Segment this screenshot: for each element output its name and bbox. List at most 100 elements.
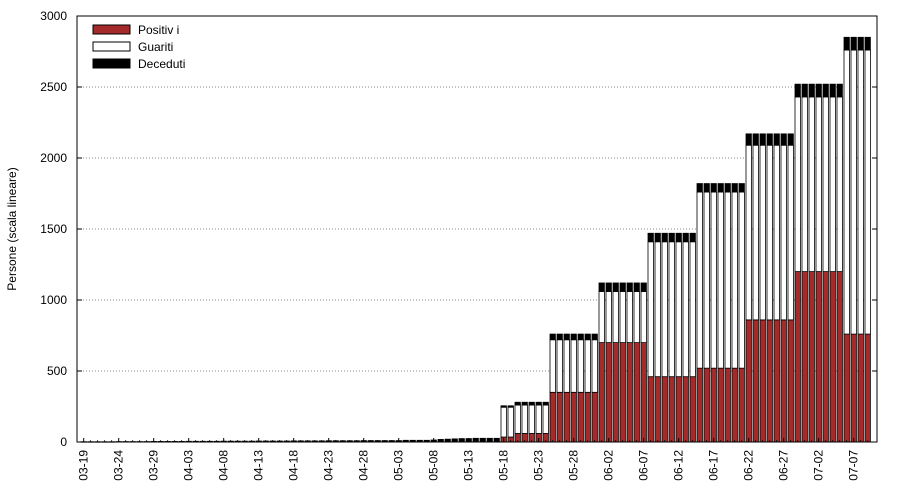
bar-deceduti	[794, 83, 801, 98]
bar-deceduti	[780, 133, 787, 146]
x-tick-label: 06-17	[707, 450, 721, 481]
x-tick-label: 05-08	[427, 450, 441, 481]
bar-guariti	[521, 404, 528, 434]
bar-deceduti	[577, 333, 584, 341]
bar-positiv-i	[584, 391, 591, 443]
bar-deceduti	[612, 282, 619, 292]
x-axis: 03-19 03-24 03-29 04-03 04-08 04-13 04-18 04-23…	[77, 438, 869, 481]
bar-deceduti	[689, 232, 696, 243]
y-tick-label: 1500	[40, 222, 67, 236]
bar-positiv-i	[619, 342, 626, 443]
bar-deceduti	[591, 333, 598, 341]
bar-deceduti	[864, 36, 871, 51]
x-tick-label: 07-07	[847, 450, 861, 481]
x-tick-label: 06-12	[672, 450, 686, 481]
bar-guariti	[591, 339, 598, 393]
x-tick-label: 05-18	[497, 450, 511, 481]
legend-swatch	[92, 24, 131, 35]
bar-deceduti	[535, 401, 542, 406]
bar-guariti	[864, 49, 871, 335]
bar-positiv-i	[864, 333, 871, 443]
x-tick-label: 05-13	[462, 450, 476, 481]
bar-guariti	[773, 144, 780, 321]
bar-deceduti	[528, 401, 535, 406]
y-tick-label: 2000	[40, 151, 67, 165]
bar-positiv-i	[703, 367, 710, 443]
bar-guariti	[584, 339, 591, 393]
bar-guariti	[563, 339, 570, 393]
y-tick-label: 1000	[40, 293, 67, 307]
bar-positiv-i	[759, 319, 766, 443]
x-tick-label: 06-07	[637, 450, 651, 481]
bar-positiv-i	[724, 367, 731, 443]
bar-deceduti	[724, 183, 731, 193]
bar-guariti	[724, 191, 731, 369]
y-axis: 0 500 1000 1500 2000 2500 3000	[40, 9, 877, 449]
bar-positiv-i	[710, 367, 717, 443]
bar-guariti	[605, 291, 612, 344]
x-tick-label: 04-18	[287, 450, 301, 481]
bar-deceduti	[787, 133, 794, 146]
bar-deceduti	[731, 183, 738, 193]
bar-deceduti	[507, 405, 514, 408]
bar-guariti	[752, 144, 759, 321]
bar-deceduti	[626, 282, 633, 292]
bar-positiv-i	[773, 319, 780, 443]
bar-guariti	[549, 339, 556, 393]
bar-guariti	[738, 191, 745, 369]
bar-positiv-i	[738, 367, 745, 443]
bar-positiv-i	[647, 376, 654, 443]
bar-deceduti	[745, 133, 752, 146]
bar-positiv-i	[822, 271, 829, 443]
bar-guariti	[710, 191, 717, 369]
bar-deceduti	[661, 232, 668, 243]
bar-guariti	[717, 191, 724, 369]
bar-positiv-i	[745, 319, 752, 443]
bar-deceduti	[647, 232, 654, 243]
bar-deceduti	[843, 36, 850, 51]
bar-deceduti	[738, 183, 745, 193]
bar-positiv-i	[675, 376, 682, 443]
bar-positiv-i	[598, 342, 605, 443]
legend-label: Guariti	[138, 40, 173, 54]
bar-positiv-i	[577, 391, 584, 443]
bar-positiv-i	[570, 391, 577, 443]
y-tick-label: 3000	[40, 9, 67, 23]
bar-deceduti	[808, 83, 815, 98]
bar-deceduti	[675, 232, 682, 243]
bar-guariti	[640, 291, 647, 344]
x-tick-label: 03-19	[77, 450, 91, 481]
bar-positiv-i	[766, 319, 773, 443]
bar-positiv-i	[815, 271, 822, 443]
bar-deceduti	[633, 282, 640, 292]
x-tick-label: 04-13	[252, 450, 266, 481]
bar-guariti	[619, 291, 626, 344]
x-tick-label: 06-27	[777, 450, 791, 481]
y-tick-label: 0	[60, 435, 67, 449]
bar-positiv-i	[808, 271, 815, 443]
x-tick-label: 04-08	[217, 450, 231, 481]
bar-guariti	[668, 241, 675, 378]
bar-guariti	[675, 241, 682, 378]
bar-positiv-i	[682, 376, 689, 443]
bar-guariti	[556, 339, 563, 393]
legend-label: Positiv i	[138, 23, 179, 37]
bar-positiv-i	[640, 342, 647, 443]
bar-positiv-i	[829, 271, 836, 443]
legend: Positiv i Guariti Deceduti	[92, 23, 185, 71]
bar-positiv-i	[591, 391, 598, 443]
bar-deceduti	[829, 83, 836, 98]
bar-positiv-i	[626, 342, 633, 443]
bar-deceduti	[556, 333, 563, 341]
bar-positiv-i	[752, 319, 759, 443]
x-tick-label: 06-02	[602, 450, 616, 481]
bar-positiv-i	[780, 319, 787, 443]
x-tick-label: 03-24	[112, 450, 126, 481]
bars	[80, 36, 871, 443]
bar-positiv-i	[563, 391, 570, 443]
x-tick-label: 03-29	[147, 450, 161, 481]
bar-guariti	[500, 406, 507, 438]
bar-deceduti	[500, 405, 507, 408]
bar-deceduti	[584, 333, 591, 341]
